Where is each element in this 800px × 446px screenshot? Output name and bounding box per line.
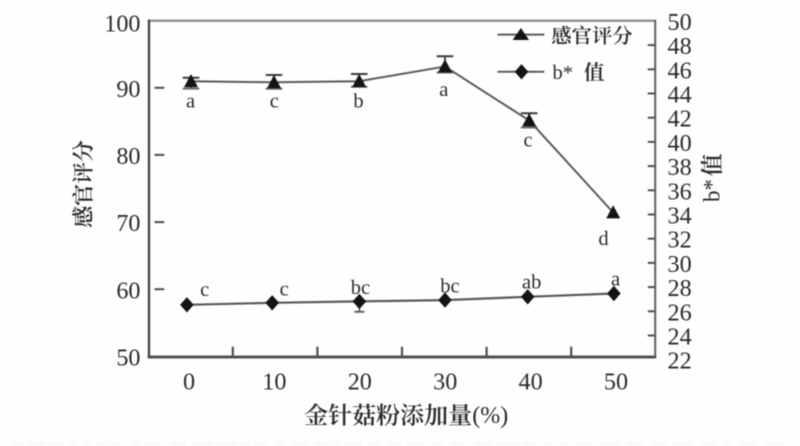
svg-text:50: 50 (116, 345, 140, 372)
svg-text:10: 10 (262, 369, 286, 396)
svg-text:22: 22 (668, 348, 692, 375)
svg-text:42: 42 (668, 106, 692, 133)
svg-text:90: 90 (116, 76, 140, 103)
svg-text:b*: b* (700, 179, 725, 202)
svg-text:30: 30 (433, 369, 457, 396)
svg-text:b: b (353, 90, 363, 112)
svg-text:48: 48 (668, 33, 692, 60)
svg-text:24: 24 (668, 324, 692, 351)
svg-text:ab: ab (522, 271, 541, 293)
svg-text:c: c (270, 90, 279, 112)
svg-text:50: 50 (668, 9, 692, 36)
svg-text:0: 0 (183, 369, 195, 396)
svg-text:70: 70 (116, 210, 140, 237)
svg-text:50: 50 (604, 369, 628, 396)
svg-text:(%): (%) (472, 403, 508, 429)
svg-text:a: a (186, 90, 195, 112)
svg-text:c: c (523, 129, 532, 151)
svg-text:bc: bc (440, 275, 459, 297)
svg-text:30: 30 (668, 251, 692, 278)
svg-text:40: 40 (668, 130, 692, 157)
svg-text:36: 36 (668, 178, 692, 205)
svg-text:28: 28 (668, 275, 692, 302)
svg-text:44: 44 (668, 82, 692, 109)
svg-text:60: 60 (116, 277, 140, 304)
svg-text:bc: bc (351, 277, 370, 299)
svg-text:80: 80 (116, 143, 140, 170)
svg-text:46: 46 (668, 57, 692, 84)
svg-text:20: 20 (348, 369, 372, 396)
svg-text:38: 38 (668, 154, 692, 181)
svg-text:32: 32 (668, 227, 692, 254)
svg-text:b*: b* (553, 62, 574, 84)
svg-text:a: a (439, 79, 448, 101)
svg-text:40: 40 (519, 369, 543, 396)
svg-text:a: a (611, 268, 620, 290)
svg-text:c: c (280, 278, 289, 300)
svg-text:26: 26 (668, 299, 692, 326)
svg-text:d: d (598, 228, 608, 250)
svg-text:100: 100 (104, 11, 140, 38)
svg-text:34: 34 (668, 203, 692, 230)
svg-text:c: c (200, 279, 209, 301)
